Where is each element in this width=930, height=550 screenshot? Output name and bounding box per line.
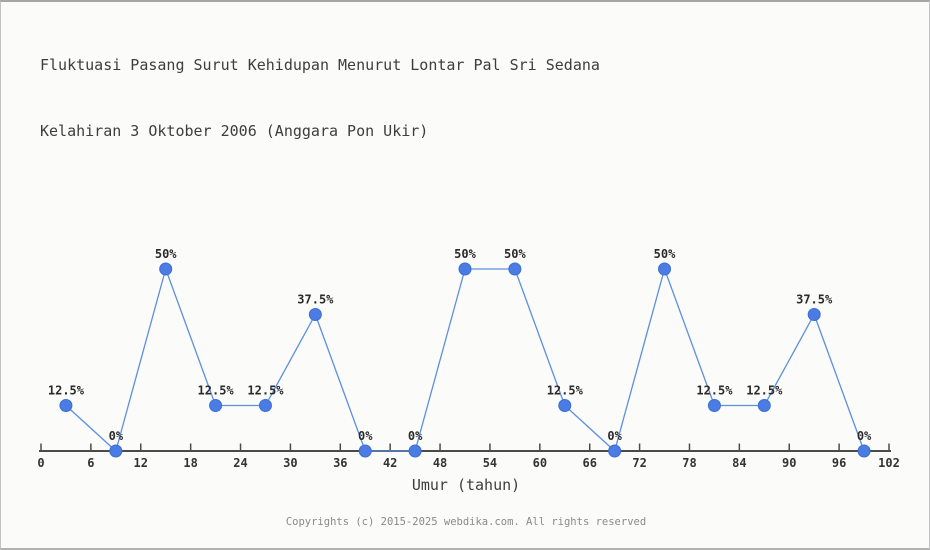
data-point [807, 308, 821, 321]
point-label: 12.5% [48, 384, 85, 398]
point-label: 12.5% [547, 384, 584, 398]
x-tick-label: 0 [37, 456, 44, 470]
point-label: 12.5% [746, 384, 783, 398]
data-point [209, 399, 223, 412]
x-tick-label: 102 [878, 456, 900, 470]
point-label: 12.5% [696, 384, 733, 398]
x-tick-label: 12 [134, 456, 148, 470]
x-tick-label: 30 [283, 456, 297, 470]
point-label: 12.5% [247, 384, 284, 398]
data-point [757, 399, 771, 412]
data-point [408, 444, 422, 458]
data-point [458, 262, 472, 276]
data-point [109, 444, 123, 458]
point-label: 37.5% [297, 293, 334, 307]
data-point [857, 444, 871, 458]
x-tick-label: 18 [183, 456, 197, 470]
x-tick-label: 36 [333, 456, 347, 470]
point-label: 0% [358, 429, 373, 443]
x-tick-label: 90 [782, 456, 796, 470]
data-point [558, 399, 572, 412]
x-tick-label: 48 [433, 456, 447, 470]
x-tick-label: 24 [233, 456, 247, 470]
x-tick-label: 66 [582, 456, 596, 470]
trend-line [65, 266, 865, 453]
data-point [508, 262, 522, 276]
point-label: 50% [155, 247, 177, 261]
x-tick-label: 84 [732, 456, 746, 470]
chart-title-line2: Kelahiran 3 Oktober 2006 (Anggara Pon Uk… [40, 122, 429, 140]
chart-title-line1: Fluktuasi Pasang Surut Kehidupan Menurut… [40, 56, 600, 74]
x-tick-label: 60 [533, 456, 547, 470]
point-label: 50% [654, 247, 676, 261]
point-label: 0% [857, 429, 872, 443]
point-label: 50% [504, 247, 526, 261]
point-label: 0% [109, 429, 124, 443]
point-label: 12.5% [198, 384, 235, 398]
x-tick-label: 96 [832, 456, 846, 470]
x-tick-label: 54 [483, 456, 497, 470]
x-tick-label: 6 [87, 456, 94, 470]
data-point [707, 399, 721, 412]
x-tick-label: 42 [383, 456, 397, 470]
point-label: 37.5% [796, 293, 833, 307]
data-point [658, 262, 672, 276]
point-label: 0% [408, 429, 423, 443]
copyright-footer: Copyrights (c) 2015-2025 webdika.com. Al… [285, 516, 647, 528]
x-axis-label: Umur (tahun) [411, 476, 521, 494]
data-point [358, 444, 372, 458]
chart-title: Fluktuasi Pasang Surut Kehidupan Menurut… [40, 10, 600, 186]
point-label: 50% [454, 247, 476, 261]
x-tick-label: 78 [682, 456, 696, 470]
data-point [308, 308, 322, 321]
data-point [159, 262, 173, 276]
data-point [608, 444, 622, 458]
x-tick-label: 72 [632, 456, 646, 470]
point-label: 0% [607, 429, 622, 443]
data-point [258, 399, 272, 412]
data-point [59, 399, 73, 412]
